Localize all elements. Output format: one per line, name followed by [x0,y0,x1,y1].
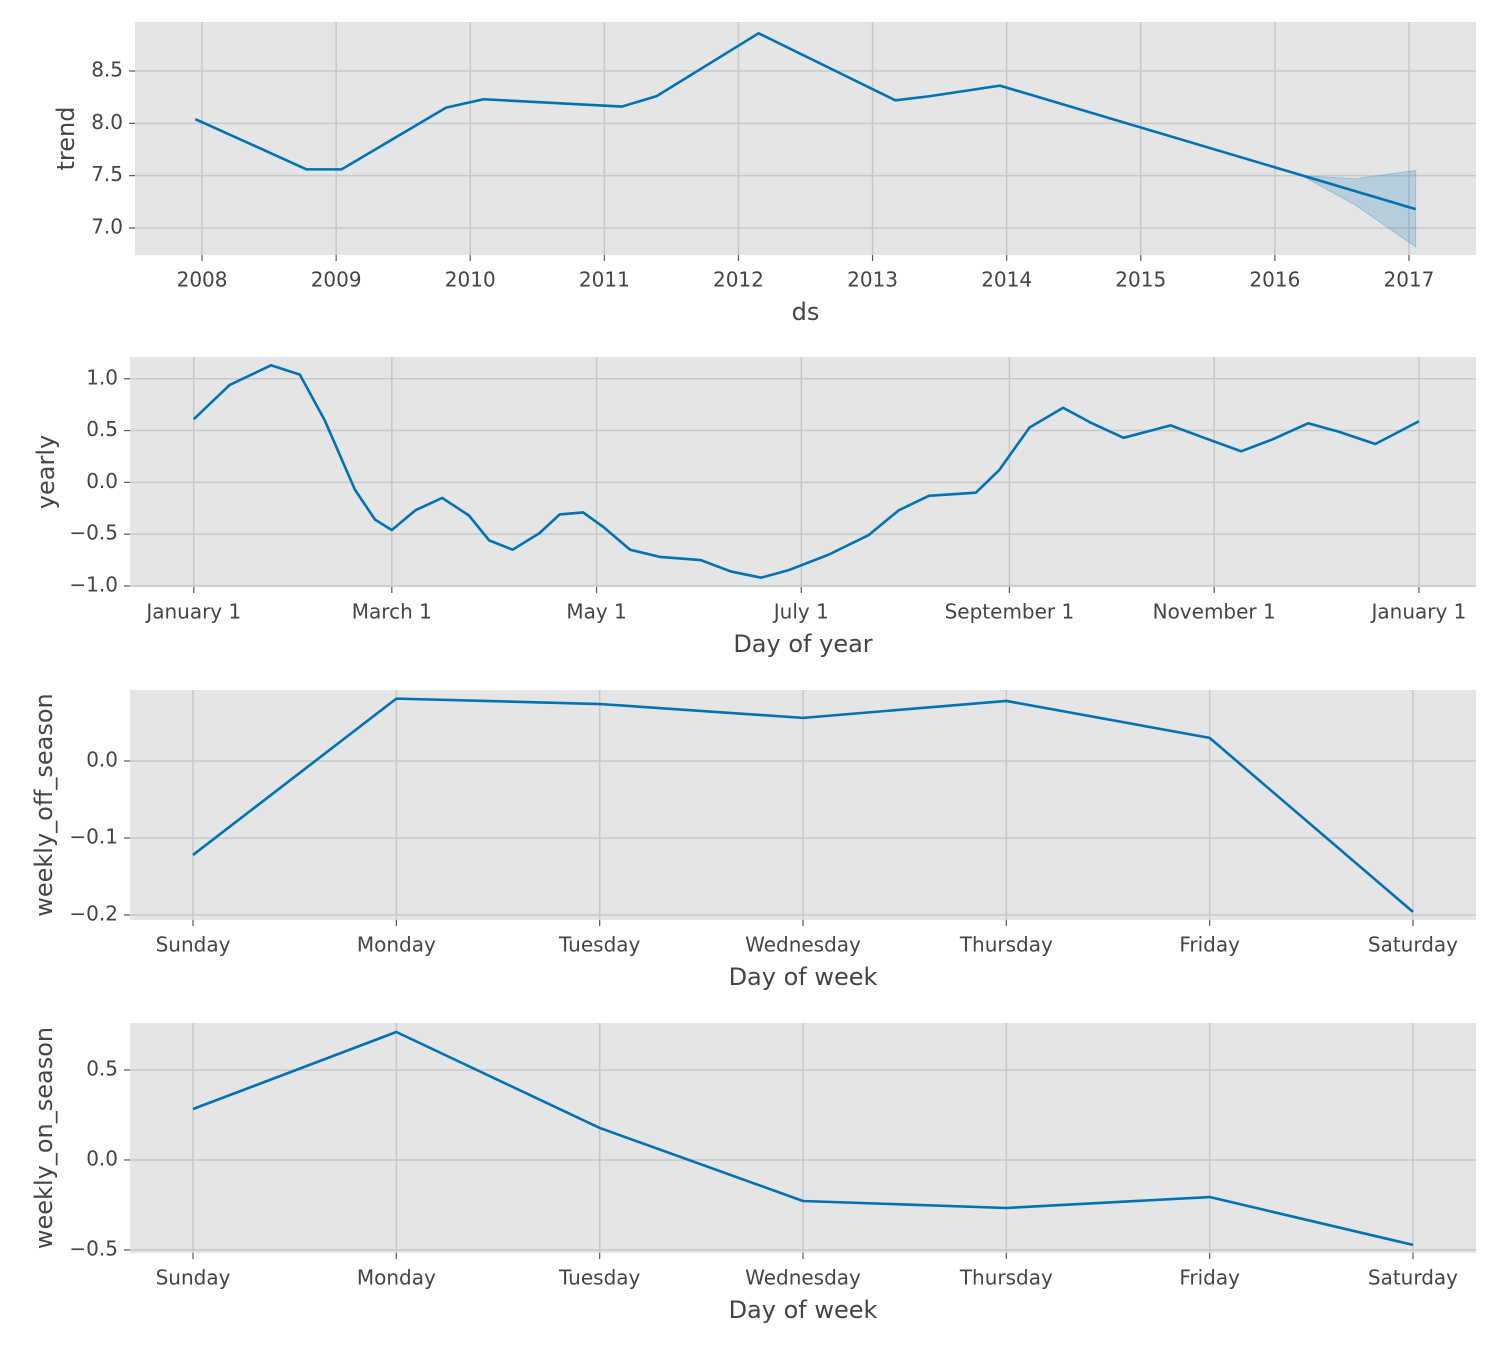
x-tick-label: July 1 [772,600,829,624]
y-axis-label: weekly_off_season [30,693,58,917]
x-tick-label: 2013 [847,268,898,292]
x-tick-label: Thursday [959,933,1053,957]
y-tick-label: −0.5 [69,521,118,545]
y-tick-label: 0.0 [86,1146,118,1170]
x-tick-label: March 1 [352,600,432,624]
x-tick-label: 2008 [177,268,228,292]
line [192,363,1420,579]
x-tick-label: May 1 [566,600,626,624]
x-tick-label: Sunday [156,933,231,957]
line [192,697,1414,913]
x-tick-label: 2009 [311,268,362,292]
x-tick-label: September 1 [945,600,1075,624]
x-tick-label: November 1 [1153,600,1276,624]
plot-area [135,22,1476,255]
y-tick-label: 0.5 [86,1056,118,1080]
x-tick-label: Saturday [1368,933,1458,957]
x-tick-label: 2011 [579,268,630,292]
x-axis-label: Day of week [729,1296,878,1324]
y-axis-label: yearly [32,435,60,509]
y-tick-label: −1.0 [69,572,118,596]
x-tick-label: 2015 [1115,268,1166,292]
line [194,32,1417,211]
plot-area [130,357,1476,587]
x-tick-label: 2017 [1383,268,1434,292]
y-tick-label: 7.0 [91,214,123,238]
y-axis-label: trend [52,107,80,171]
x-tick-label: Wednesday [745,1266,861,1290]
y-tick-label: −0.5 [69,1236,118,1260]
x-tick-label: 2014 [981,268,1032,292]
x-tick-label: Wednesday [745,933,861,957]
y-axis-label: weekly_on_season [30,1027,58,1249]
x-axis-label: ds [792,298,820,326]
y-tick-label: 1.0 [86,365,118,389]
x-tick-label: Saturday [1368,1266,1458,1290]
x-axis-label: Day of week [729,963,878,991]
y-tick-label: 0.5 [86,417,118,441]
y-tick-label: 8.5 [91,57,123,81]
x-tick-label: Friday [1179,933,1240,957]
y-tick-label: 0.0 [86,747,118,771]
x-tick-label: Friday [1179,1266,1240,1290]
x-tick-label: Tuesday [558,933,641,957]
x-axis-label: Day of year [733,630,872,658]
x-tick-label: Monday [357,1266,436,1290]
y-tick-label: −0.2 [69,901,118,925]
x-tick-label: Thursday [959,1266,1053,1290]
y-tick-label: 7.5 [91,162,123,186]
x-tick-label: January 1 [1369,600,1466,624]
x-tick-label: Sunday [156,1266,231,1290]
y-tick-label: −0.1 [69,824,118,848]
x-tick-label: 2012 [713,268,764,292]
x-tick-label: January 1 [144,600,241,624]
line [192,1030,1414,1247]
x-tick-label: 2010 [445,268,496,292]
y-tick-label: 8.0 [91,110,123,134]
x-tick-label: Tuesday [558,1266,641,1290]
y-tick-label: 0.0 [86,469,118,493]
x-tick-label: Monday [357,933,436,957]
x-tick-label: 2016 [1249,268,1300,292]
